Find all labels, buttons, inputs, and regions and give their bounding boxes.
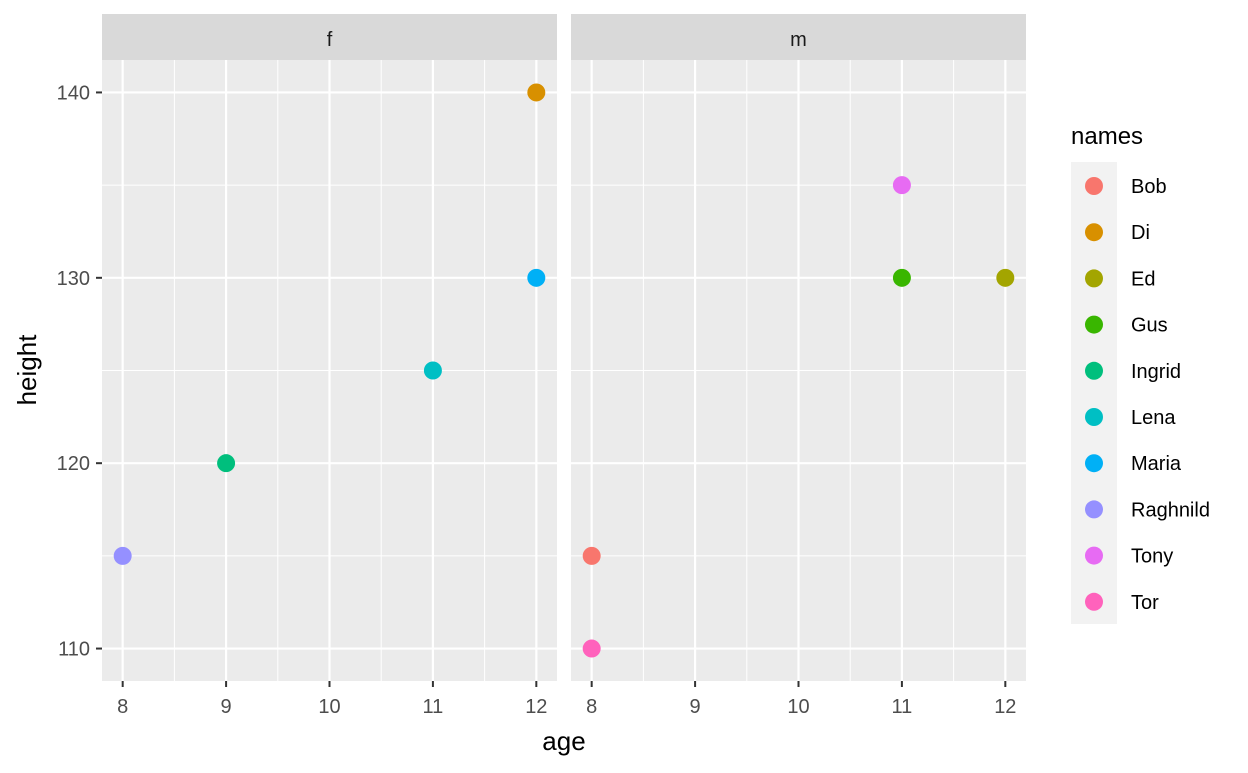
legend-swatch: [1085, 315, 1103, 334]
legend-entries: Bob Di Ed Gus Ingrid Lena Maria Raghnild Tony Tor: [1085, 176, 1210, 614]
legend-item-ed: Ed: [1085, 268, 1155, 290]
legend-item-raghnild: Raghnild: [1085, 499, 1210, 521]
legend-label: Tony: [1131, 546, 1173, 568]
legend-swatch: [1085, 500, 1103, 519]
x-tick-label: 8: [117, 696, 128, 718]
y-tick-label: 130: [57, 268, 90, 290]
legend-swatch: [1085, 454, 1103, 473]
data-point-tony: [892, 176, 911, 195]
y-tick-label: 110: [58, 639, 90, 661]
legend-item-tor: Tor: [1085, 592, 1159, 614]
legend-item-maria: Maria: [1085, 453, 1182, 475]
facet-panel-m: m 8 9 10 11 12: [571, 14, 1026, 718]
legend-label: Di: [1131, 222, 1150, 244]
legend-label: Lena: [1131, 407, 1176, 429]
x-tick-label: 12: [525, 696, 547, 718]
legend-item-ingrid: Ingrid: [1085, 361, 1181, 383]
x-tick-label: 8: [586, 696, 597, 718]
legend-swatch: [1085, 223, 1103, 242]
y-tick-label: 140: [57, 82, 90, 104]
x-axis-title: age: [542, 726, 585, 756]
legend-swatch: [1085, 408, 1103, 426]
legend-item-gus: Gus: [1085, 315, 1168, 337]
data-point-maria: [527, 268, 546, 287]
x-tick-label: 11: [423, 696, 444, 718]
data-point-di: [527, 83, 546, 102]
x-tick-label: 12: [994, 696, 1016, 718]
legend-item-tony: Tony: [1085, 546, 1173, 568]
data-point-ingrid: [217, 454, 236, 473]
data-point-lena: [423, 361, 442, 380]
facet-panel-f: f 8 9 10 11 12: [102, 14, 557, 718]
legend-label: Gus: [1131, 315, 1168, 337]
legend-swatch: [1085, 361, 1103, 380]
x-tick-label: 9: [221, 696, 232, 718]
facet-strip: [102, 14, 557, 60]
data-point-gus: [892, 268, 911, 287]
legend-label: Bob: [1131, 176, 1167, 198]
legend-label: Raghnild: [1131, 499, 1210, 521]
x-tick-label: 10: [318, 696, 340, 718]
legend-item-di: Di: [1085, 222, 1150, 244]
legend-label: Ingrid: [1131, 361, 1181, 383]
panels-layer: f 8 9 10 11 12 m 8 9 10 11 12: [102, 14, 1026, 718]
legend-label: Ed: [1131, 268, 1155, 290]
legend-title: names: [1071, 123, 1143, 150]
facet-strip-label: m: [790, 29, 807, 51]
legend-swatch: [1085, 177, 1103, 195]
data-point-tor: [582, 639, 601, 658]
x-tick-label: 10: [787, 696, 809, 718]
legend-swatch: [1085, 269, 1103, 288]
x-tick-label: 11: [892, 696, 913, 718]
data-point-bob: [582, 546, 601, 565]
x-tick-label: 9: [690, 696, 701, 718]
legend-item-bob: Bob: [1085, 176, 1167, 198]
legend: names Bob Di Ed Gus Ingrid Lena Maria Raghnild T…: [1071, 123, 1210, 624]
legend-label: Tor: [1131, 592, 1159, 614]
y-axis-title: height: [12, 334, 42, 406]
data-point-ed: [996, 268, 1015, 287]
legend-swatch: [1085, 546, 1103, 565]
legend-item-lena: Lena: [1085, 407, 1176, 429]
y-axis: 110 120 130 140: [57, 82, 102, 661]
data-point-raghnild: [113, 546, 132, 565]
facet-strip-label: f: [327, 29, 333, 51]
y-tick-label: 120: [57, 453, 90, 475]
legend-label: Maria: [1131, 453, 1182, 475]
facet-strip: [571, 14, 1026, 60]
legend-swatch: [1085, 592, 1103, 611]
